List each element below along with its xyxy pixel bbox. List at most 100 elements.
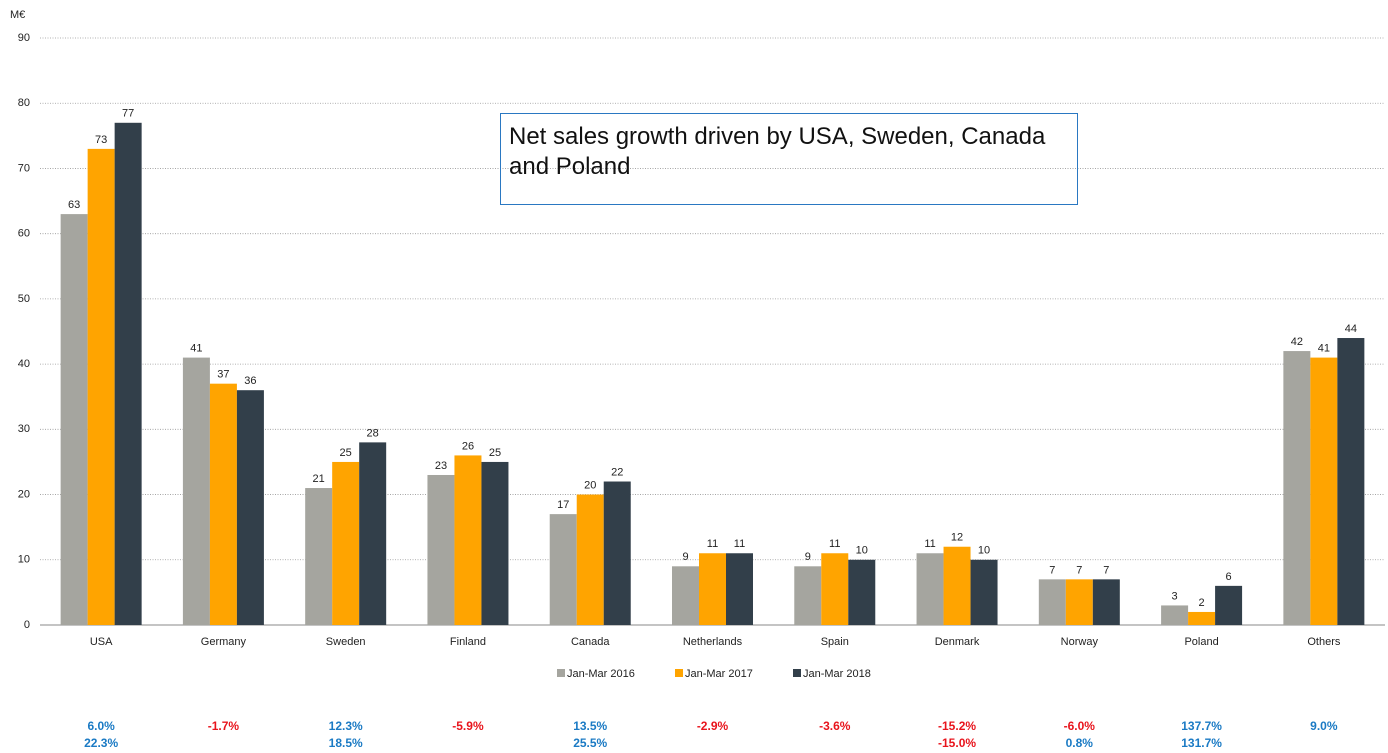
y-tick-label: 40 xyxy=(18,358,30,370)
value-label: 28 xyxy=(367,427,379,439)
legend-swatch xyxy=(793,669,801,677)
bar xyxy=(359,442,387,625)
bar xyxy=(1310,357,1338,625)
y-tick-label: 20 xyxy=(18,488,30,500)
value-label: 12 xyxy=(951,532,963,544)
bar xyxy=(305,488,333,625)
value-label: 21 xyxy=(313,473,325,485)
value-label: 11 xyxy=(829,538,840,550)
bar xyxy=(209,383,237,625)
value-label: 10 xyxy=(978,545,990,557)
legend-label: Jan-Mar 2018 xyxy=(803,668,871,680)
bar xyxy=(848,559,876,625)
bar xyxy=(576,494,604,625)
annotation: Net sales growth driven by USA, Sweden, … xyxy=(500,113,1078,205)
value-label: 22 xyxy=(611,466,623,478)
bar xyxy=(1188,611,1216,625)
bar xyxy=(87,148,115,625)
bar xyxy=(794,566,822,625)
bar xyxy=(916,553,944,625)
growth-label: 12.3% xyxy=(329,719,363,733)
value-label: 37 xyxy=(217,369,229,381)
y-tick-label: 50 xyxy=(18,293,30,305)
value-label: 25 xyxy=(489,447,501,459)
y-tick-label: 60 xyxy=(18,228,30,240)
value-label: 44 xyxy=(1345,323,1357,335)
bar xyxy=(427,474,455,625)
growth-label: 6.0% xyxy=(87,719,115,733)
legend-label: Jan-Mar 2016 xyxy=(567,668,635,680)
growth-label: 25.5% xyxy=(573,736,607,750)
bar xyxy=(699,553,726,625)
growth-label: 0.8% xyxy=(1066,736,1094,750)
y-tick-label: 0 xyxy=(24,619,30,631)
legend-swatch xyxy=(557,669,565,677)
growth-label: -15.0% xyxy=(938,736,976,750)
value-label: 17 xyxy=(557,499,569,511)
bar xyxy=(970,559,998,625)
bar xyxy=(603,481,631,625)
growth-label: -2.9% xyxy=(697,719,729,733)
value-label: 36 xyxy=(244,375,256,387)
growth-label: -1.7% xyxy=(208,719,240,733)
y-unit: M€ xyxy=(10,9,25,21)
x-tick-label: Finland xyxy=(450,636,486,648)
value-label: 9 xyxy=(805,551,811,563)
x-tick-label: USA xyxy=(90,636,113,648)
bar xyxy=(1038,579,1066,625)
x-tick-label: Spain xyxy=(821,636,849,648)
growth-label: 13.5% xyxy=(573,719,607,733)
value-label: 3 xyxy=(1172,590,1178,602)
value-label: 10 xyxy=(856,545,868,557)
bar xyxy=(481,461,509,625)
bar xyxy=(1161,605,1189,625)
value-label: 25 xyxy=(340,447,352,459)
y-tick-label: 80 xyxy=(18,97,30,109)
bar xyxy=(1337,338,1365,625)
legend-label: Jan-Mar 2017 xyxy=(685,668,753,680)
value-label: 7 xyxy=(1103,564,1109,576)
value-label: 23 xyxy=(435,460,447,472)
x-tick-label: Netherlands xyxy=(683,636,743,648)
value-label: 9 xyxy=(682,551,688,563)
value-label: 2 xyxy=(1199,597,1205,609)
bar xyxy=(1215,585,1243,625)
growth-label: -6.0% xyxy=(1064,719,1096,733)
growth-label: 22.3% xyxy=(84,736,118,750)
bar xyxy=(726,553,753,625)
bar xyxy=(182,357,210,625)
bar xyxy=(1092,579,1120,625)
growth-label: 18.5% xyxy=(329,736,363,750)
bar xyxy=(114,122,142,626)
growth-label: -15.2% xyxy=(938,719,976,733)
value-label: 42 xyxy=(1291,336,1303,348)
x-tick-label: Sweden xyxy=(326,636,366,648)
value-label: 41 xyxy=(1318,342,1330,354)
x-tick-label: Poland xyxy=(1184,636,1218,648)
legend-swatch xyxy=(675,669,683,677)
value-label: 6 xyxy=(1226,571,1232,583)
x-tick-label: Denmark xyxy=(935,636,980,648)
x-tick-label: Canada xyxy=(571,636,610,648)
bar xyxy=(1283,351,1311,625)
y-tick-label: 30 xyxy=(18,423,30,435)
growth-label: 131.7% xyxy=(1181,736,1222,750)
growth-label: -5.9% xyxy=(452,719,484,733)
y-tick-label: 90 xyxy=(18,32,30,44)
growth-label: 137.7% xyxy=(1181,719,1222,733)
bar xyxy=(1065,579,1093,625)
value-label: 20 xyxy=(584,479,596,491)
value-label: 7 xyxy=(1049,564,1055,576)
bar xyxy=(549,514,577,625)
bar xyxy=(60,214,88,625)
value-label: 11 xyxy=(924,538,935,550)
bar xyxy=(672,566,699,625)
value-label: 7 xyxy=(1076,564,1082,576)
bar xyxy=(821,553,849,625)
x-tick-label: Norway xyxy=(1061,636,1099,648)
y-tick-label: 10 xyxy=(18,554,30,566)
x-tick-label: Germany xyxy=(201,636,247,648)
value-label: 11 xyxy=(707,538,718,550)
